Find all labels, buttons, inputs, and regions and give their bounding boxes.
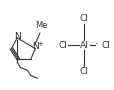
Text: N: N (14, 32, 20, 41)
Text: +: + (37, 41, 43, 47)
Text: Cl: Cl (79, 67, 88, 76)
Text: ·: · (94, 39, 98, 51)
Text: Me: Me (34, 21, 47, 30)
Text: Cl: Cl (100, 40, 109, 50)
Text: N: N (32, 42, 39, 51)
Text: Cl: Cl (58, 40, 66, 50)
Text: Cl: Cl (79, 14, 88, 23)
Text: Al: Al (79, 40, 88, 50)
